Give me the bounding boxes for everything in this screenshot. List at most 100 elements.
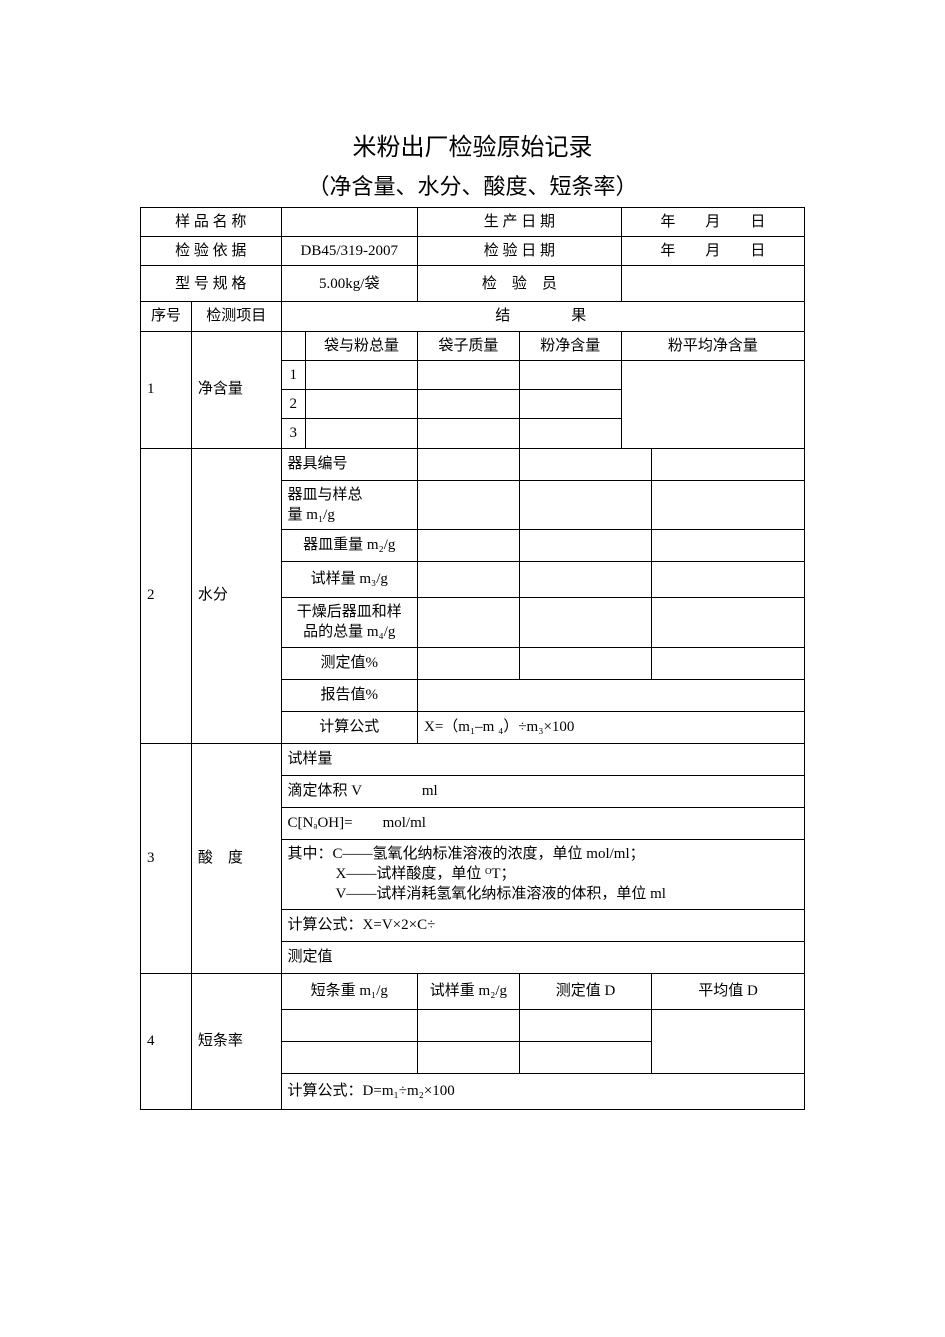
s2-vessel-sample-label: 器皿与样总 量 m₁/g [281,480,417,530]
s4-h-sample: 试样重 m₂/g [417,973,519,1009]
s2-instrument-v1 [417,448,519,480]
s2-instrument-label: 器具编号 [281,448,417,480]
s2-dt-l2: 品的总量 m₄/g [303,624,395,640]
s4-r1-sample [417,1009,519,1041]
s2-dt-v3 [652,598,805,648]
inspector-value [621,266,804,302]
s4-formula-label: 计算公式：D=m₁÷m₂×100 [281,1073,804,1109]
s2-vst-v2 [519,480,651,530]
s2-vst-v3 [652,480,805,530]
s2-sw-v1 [417,562,519,598]
s1-r2-total [305,390,417,419]
col-seq: 序号 [141,302,192,331]
s2-mv-v2 [519,647,651,679]
s2-formula-value: X=（m₁–m ₄）÷m₃×100 [417,711,804,743]
s1-r3-bag [417,419,519,448]
s3-sample-label: 试样量 [281,743,804,775]
s1-blank-hdr [281,331,305,360]
s3-num: 3 [141,743,192,973]
s2-dt-v1 [417,598,519,648]
s1-r3-no: 3 [281,419,305,448]
record-table: 样 品 名 称 生 产 日 期 年 月 日 检 验 依 据 DB45/319-2… [140,207,805,1110]
prod-date-label: 生 产 日 期 [417,207,621,236]
s2-num: 2 [141,448,192,743]
s1-r2-bag [417,390,519,419]
s4-r1-short [281,1009,417,1041]
s3-titration-label: 滴定体积 V ml [281,775,804,807]
document-root: 米粉出厂检验原始记录 （净含量、水分、酸度、短条率） 样 品 名 称 生 产 日… [0,0,945,1110]
s1-r2-no: 2 [281,390,305,419]
sample-name-label: 样 品 名 称 [141,207,282,236]
s2-vst-l2: 量 m₁/g [288,507,335,523]
header-row-3: 型 号 规 格 5.00kg/袋 检 验 员 [141,266,805,302]
s3-naoh-label: C[NₐOH]= mol/ml [281,807,804,839]
s4-r2-short [281,1041,417,1073]
s2-report-label: 报告值% [281,679,417,711]
s2-instrument-v3 [652,448,805,480]
inspector-label: 检 验 员 [417,266,621,302]
s1-r1-no: 1 [281,360,305,389]
s4-header: 4 短条率 短条重 m₁/g 试样重 m₂/g 测定值 D 平均值 D [141,973,805,1009]
s3-formula-label: 计算公式：X=V×2×C÷ [281,909,804,941]
basis-label: 检 验 依 据 [141,237,282,266]
s1-header: 1 净含量 袋与粉总量 袋子质量 粉净含量 粉平均净含量 [141,331,805,360]
s4-avg [652,1009,805,1073]
s2-name: 水分 [191,448,281,743]
test-date-label: 检 验 日 期 [417,237,621,266]
header-row-1: 样 品 名 称 生 产 日 期 年 月 日 [141,207,805,236]
prod-date-value: 年 月 日 [621,207,804,236]
s2-vw-v3 [652,530,805,562]
s2-dt-l1: 干燥后器皿和样 [297,604,402,620]
s2-measured-label: 测定值% [281,647,417,679]
col-item: 检测项目 [191,302,281,331]
s2-sw-v3 [652,562,805,598]
s1-r2-net [519,390,621,419]
s2-sample-weight-label: 试样量 m₃/g [281,562,417,598]
s3-note2: X——试样酸度，单位 ᴼT； [288,866,516,882]
s2-instrument: 2 水分 器具编号 [141,448,805,480]
s3-note3: V——试样消耗氢氧化纳标准溶液的体积，单位 ml [288,886,666,902]
col-result: 结 果 [281,302,804,331]
test-date-value: 年 月 日 [621,237,804,266]
s1-r3-total [305,419,417,448]
s2-report-value [417,679,804,711]
spec-label: 型 号 规 格 [141,266,282,302]
s3-notes-cell: 其中：C——氢氧化纳标准溶液的浓度，单位 mol/ml； X——试样酸度，单位 … [281,839,804,909]
header-row-2: 检 验 依 据 DB45/319-2007 检 验 日 期 年 月 日 [141,237,805,266]
s1-h-avg: 粉平均净含量 [621,331,804,360]
s1-r3-net [519,419,621,448]
sample-name-value [281,207,417,236]
s2-instrument-v2 [519,448,651,480]
s1-r1-bag [417,360,519,389]
s4-h-short: 短条重 m₁/g [281,973,417,1009]
s2-dt-v2 [519,598,651,648]
s1-r1-total [305,360,417,389]
s1-num: 1 [141,331,192,448]
s4-h-avg: 平均值 D [652,973,805,1009]
s4-num: 4 [141,973,192,1109]
s3-note1: 其中：C——氢氧化纳标准溶液的浓度，单位 mol/ml； [288,846,645,862]
spec-value: 5.00kg/袋 [281,266,417,302]
s2-vst-v1 [417,480,519,530]
s2-vst-l1: 器皿与样总 [288,487,363,503]
s1-avg [621,360,804,448]
s4-name: 短条率 [191,973,281,1109]
s4-r1-meas [519,1009,651,1041]
s3-sample: 3 酸 度 试样量 [141,743,805,775]
s2-formula-label: 计算公式 [281,711,417,743]
doc-title: 米粉出厂检验原始记录 [140,130,805,166]
col-header-row: 序号 检测项目 结 果 [141,302,805,331]
basis-value: DB45/319-2007 [281,237,417,266]
s2-dried-total-label: 干燥后器皿和样 品的总量 m₄/g [281,598,417,648]
s4-h-meas: 测定值 D [519,973,651,1009]
s3-name: 酸 度 [191,743,281,973]
s2-mv-v1 [417,647,519,679]
s2-sw-v2 [519,562,651,598]
s1-name: 净含量 [191,331,281,448]
s1-r1-net [519,360,621,389]
s2-vw-v2 [519,530,651,562]
s2-vw-v1 [417,530,519,562]
doc-subtitle: （净含量、水分、酸度、短条率） [140,172,805,203]
s4-r2-meas [519,1041,651,1073]
s2-vessel-weight-label: 器皿重量 m₂/g [281,530,417,562]
